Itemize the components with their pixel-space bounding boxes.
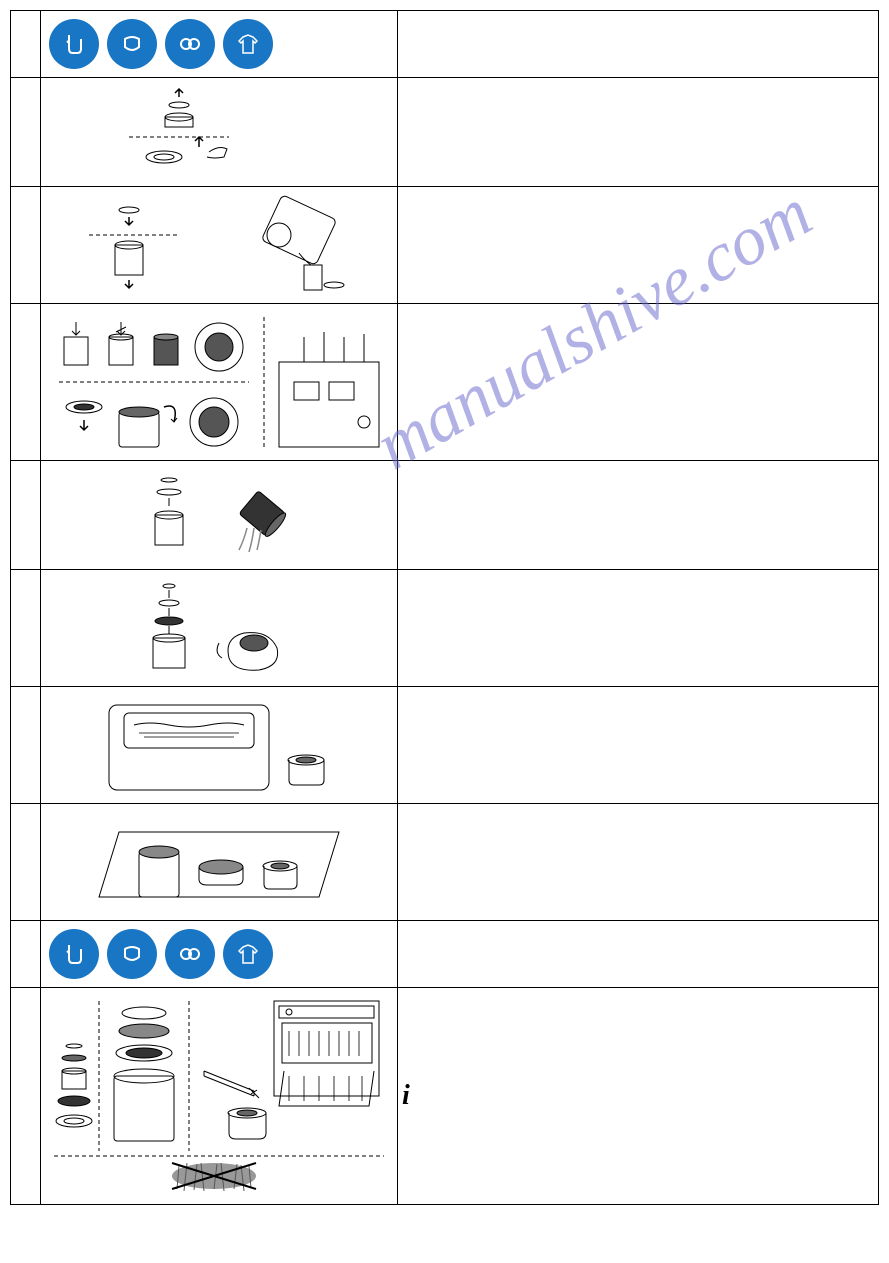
- mask-icon: [107, 929, 157, 979]
- step-number-cell: [11, 11, 41, 78]
- step-number-cell: [11, 461, 41, 570]
- diagram-cell: [41, 461, 398, 570]
- step-row: [11, 304, 879, 461]
- ppe-row: [11, 921, 879, 988]
- description-cell: i: [398, 988, 879, 1205]
- gloves-icon: [49, 929, 99, 979]
- goggles-icon: [165, 929, 215, 979]
- diagram-cell: [41, 988, 398, 1205]
- goggles-icon: [165, 19, 215, 69]
- step-row: [11, 187, 879, 304]
- step-number-cell: [11, 304, 41, 461]
- ppe-icon-group: [45, 925, 393, 983]
- gloves-icon: [49, 19, 99, 69]
- dishwasher-diagram: [45, 992, 393, 1200]
- pour-diagram: [45, 191, 393, 299]
- step-number-cell: [11, 570, 41, 687]
- diagram-cell: [41, 570, 398, 687]
- description-cell: [398, 11, 879, 78]
- description-cell: [398, 687, 879, 804]
- step-row: [11, 461, 879, 570]
- pour-out-diagram: [45, 465, 393, 565]
- step-number-cell: [11, 687, 41, 804]
- ppe-cell: [41, 11, 398, 78]
- step-number-cell: [11, 78, 41, 187]
- step-row: [11, 78, 879, 187]
- step-row: [11, 687, 879, 804]
- description-cell: [398, 921, 879, 988]
- step-number-cell: [11, 988, 41, 1205]
- page-container: manualshive.com: [10, 10, 879, 1205]
- description-cell: [398, 187, 879, 304]
- step-number-cell: [11, 804, 41, 921]
- description-cell: [398, 304, 879, 461]
- ppe-cell: [41, 921, 398, 988]
- description-cell: [398, 461, 879, 570]
- gown-icon: [223, 19, 273, 69]
- diagram-cell: [41, 804, 398, 921]
- info-icon: i: [402, 1080, 410, 1111]
- ppe-row: [11, 11, 879, 78]
- mask-icon: [107, 19, 157, 69]
- ultrasonic-diagram: [45, 691, 393, 799]
- ppe-icon-group: [45, 15, 393, 73]
- description-cell: [398, 78, 879, 187]
- disassemble-diagram: [45, 82, 393, 182]
- step-number-cell: [11, 187, 41, 304]
- diagram-cell: [41, 78, 398, 187]
- step-row: i: [11, 988, 879, 1205]
- gown-icon: [223, 929, 273, 979]
- diagram-cell: [41, 304, 398, 461]
- description-cell: [398, 570, 879, 687]
- description-cell: [398, 804, 879, 921]
- dry-diagram: [45, 808, 393, 916]
- mix-diagram: [45, 308, 393, 456]
- diagram-cell: [41, 687, 398, 804]
- diagram-cell: [41, 187, 398, 304]
- step-row: [11, 570, 879, 687]
- instruction-table: i: [10, 10, 879, 1205]
- step-row: [11, 804, 879, 921]
- step-number-cell: [11, 921, 41, 988]
- rinse-diagram: [45, 574, 393, 682]
